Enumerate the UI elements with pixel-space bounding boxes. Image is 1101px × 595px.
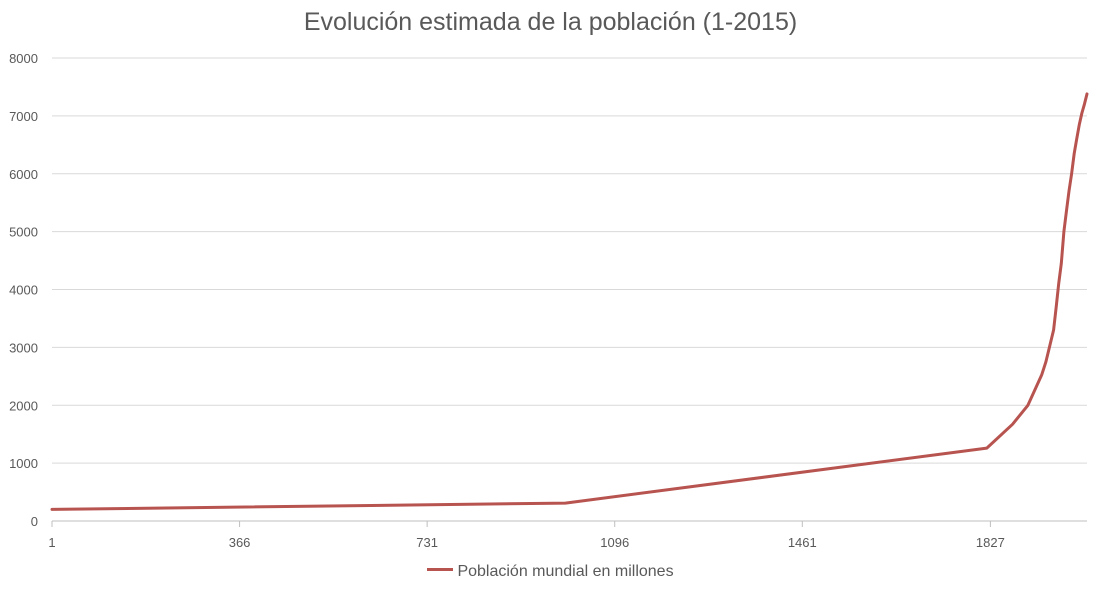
series-group [50, 92, 1089, 511]
y-tick-label: 7000 [9, 109, 38, 124]
legend-label: Población mundial en millones [457, 563, 674, 580]
y-tick-label: 1000 [9, 456, 38, 471]
y-tick-label: 2000 [9, 398, 38, 413]
x-tick-label: 1096 [600, 535, 629, 550]
y-tick-label: 8000 [9, 51, 38, 66]
y-tick-label: 5000 [9, 225, 38, 240]
y-tick-label: 6000 [9, 167, 38, 182]
x-tick-label: 1461 [788, 535, 817, 550]
chart-title: Evolución estimada de la población (1-20… [303, 8, 798, 36]
gridlines [52, 57, 1087, 464]
y-axis: 0 1000 2000 3000 4000 5000 6000 7000 8000 [9, 51, 38, 529]
x-tick-label: 731 [416, 535, 438, 550]
series-line [50, 92, 1089, 511]
y-tick-label: 3000 [9, 340, 38, 355]
x-tick-label: 1 [48, 535, 55, 550]
y-tick-label: 0 [31, 514, 38, 529]
legend: Población mundial en millones [0, 563, 1101, 581]
x-tick-label: 366 [229, 535, 251, 550]
legend-swatch [427, 568, 454, 572]
x-axis: 1 366 731 1096 1461 1827 [48, 520, 1087, 550]
y-tick-label: 4000 [9, 283, 38, 298]
x-tick-label: 1827 [976, 535, 1005, 550]
